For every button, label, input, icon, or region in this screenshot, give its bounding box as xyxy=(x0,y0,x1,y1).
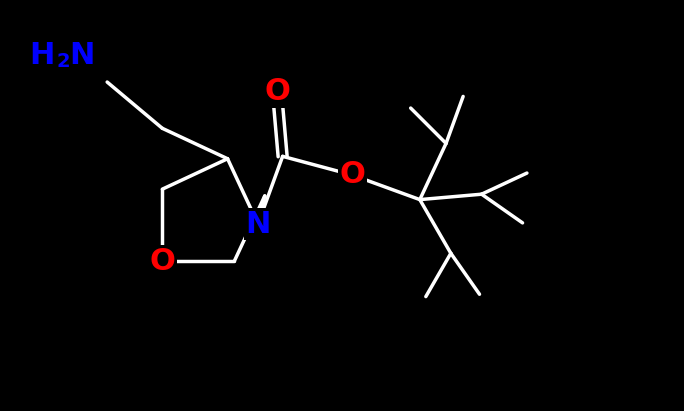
Text: O: O xyxy=(339,160,365,189)
Text: N: N xyxy=(69,41,94,69)
Text: O: O xyxy=(264,77,290,106)
Text: 2: 2 xyxy=(56,51,70,71)
Text: N: N xyxy=(246,210,271,238)
Text: O: O xyxy=(149,247,175,276)
Text: H: H xyxy=(29,41,55,69)
